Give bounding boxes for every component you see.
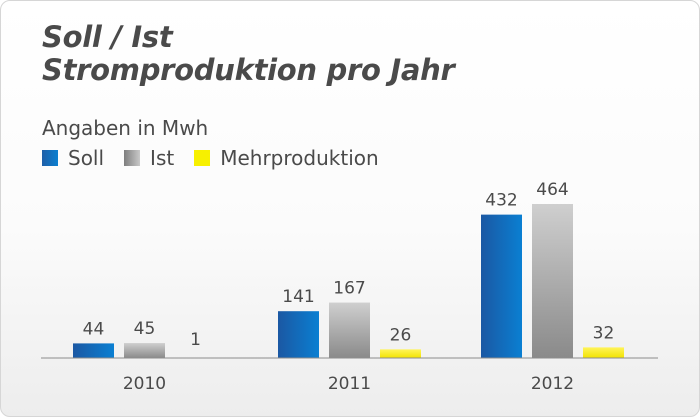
x-tick-label-2011: 2011 <box>328 374 371 394</box>
legend-label-mehrproduktion: Mehrproduktion <box>220 146 379 170</box>
unit-label: Angaben in Mwh <box>42 116 209 140</box>
x-tick-label-2012: 2012 <box>531 374 574 394</box>
legend-swatch-soll <box>42 150 58 166</box>
value-label-ist-2010: 45 <box>134 319 156 339</box>
value-label-mehrproduktion-2011: 26 <box>390 325 412 345</box>
legend-item-ist: Ist <box>124 146 174 170</box>
bar-ist-2012 <box>532 204 573 358</box>
legend-item-mehrproduktion: Mehrproduktion <box>194 146 379 170</box>
bar-mehrproduktion-2011 <box>380 349 421 358</box>
value-label-soll-2010: 44 <box>83 319 105 339</box>
value-label-soll-2012: 432 <box>485 191 517 211</box>
legend-swatch-mehrproduktion <box>194 150 211 166</box>
value-label-mehrproduktion-2010: 1 <box>190 330 201 350</box>
value-label-ist-2012: 464 <box>536 180 568 200</box>
x-tick-label-2010: 2010 <box>123 374 166 394</box>
value-label-soll-2011: 141 <box>282 287 314 307</box>
title-line-2: Stromproduktion pro Jahr <box>42 53 455 87</box>
value-label-mehrproduktion-2012: 32 <box>593 323 615 343</box>
legend-label-soll: Soll <box>68 146 105 170</box>
bar-soll-2012 <box>481 214 522 358</box>
bar-soll-2011 <box>278 311 319 358</box>
bar-ist-2011 <box>329 302 370 358</box>
legend-label-ist: Ist <box>150 146 175 170</box>
bar-soll-2010 <box>73 343 114 358</box>
value-label-ist-2011: 167 <box>333 279 365 299</box>
legend-swatch-ist <box>124 150 141 166</box>
bar-mehrproduktion-2012 <box>583 347 624 358</box>
legend-item-soll: Soll <box>42 146 104 170</box>
chart-title: Soll / Ist Stromproduktion pro Jahr <box>42 21 455 87</box>
title-line-1: Soll / Ist <box>42 20 173 54</box>
chart-legend: Soll Ist Mehrproduktion <box>42 146 399 170</box>
bar-ist-2010 <box>124 343 165 358</box>
